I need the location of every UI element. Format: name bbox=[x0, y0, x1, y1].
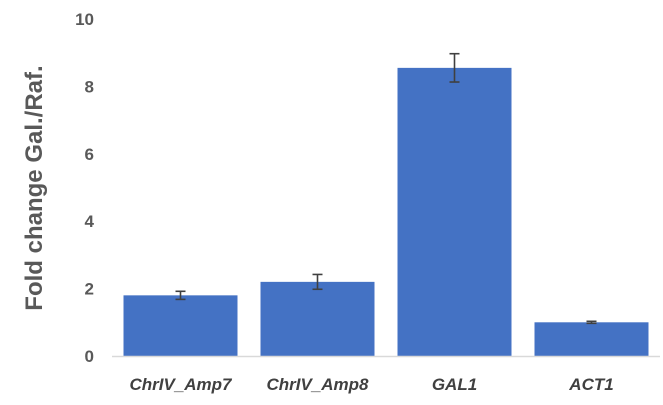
error-bar bbox=[449, 52, 460, 83]
error-bars bbox=[175, 52, 597, 325]
x-category-label: ACT1 bbox=[568, 375, 613, 394]
x-axis-labels: ChrIV_Amp7 ChrIV_Amp8 GAL1 ACT1 bbox=[129, 375, 613, 394]
y-tick-label: 8 bbox=[85, 77, 94, 96]
bar-chriv-amp7 bbox=[123, 295, 238, 356]
error-bar bbox=[175, 290, 186, 301]
bar-act1 bbox=[534, 322, 649, 356]
x-category-label: GAL1 bbox=[432, 375, 477, 394]
x-category-label: ChrIV_Amp8 bbox=[266, 375, 369, 394]
error-bar bbox=[312, 273, 323, 291]
y-tick-label: 10 bbox=[75, 10, 94, 29]
x-category-label: ChrIV_Amp7 bbox=[129, 375, 233, 394]
y-tick-label: 2 bbox=[85, 280, 94, 299]
bar-chriv-amp8 bbox=[260, 281, 375, 356]
y-tick-label: 0 bbox=[85, 347, 94, 366]
y-tick-label: 4 bbox=[85, 212, 95, 231]
bars bbox=[123, 67, 649, 357]
error-bar bbox=[586, 320, 597, 325]
y-axis-title: Fold change Gal./Raf. bbox=[21, 65, 48, 310]
bar-gal1 bbox=[397, 67, 512, 357]
y-tick-label: 6 bbox=[85, 145, 94, 164]
y-axis-ticks: 0 2 4 6 8 10 bbox=[75, 10, 94, 366]
